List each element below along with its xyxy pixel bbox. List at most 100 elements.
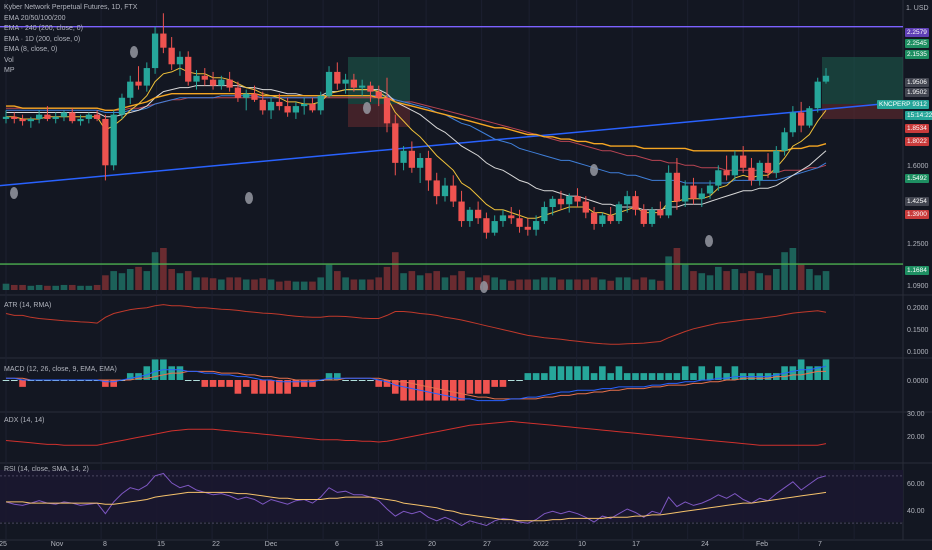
macd-histogram-bar (226, 380, 233, 387)
volume-bar (85, 285, 93, 290)
macd-histogram-bar (367, 380, 374, 381)
time-tick: 8 (103, 541, 107, 548)
macd-histogram-bar (466, 380, 474, 394)
candle-body (773, 150, 780, 173)
volume-bar (102, 275, 109, 290)
volume-bar (416, 275, 424, 290)
volume-bar (681, 264, 689, 290)
candle-body (524, 226, 531, 230)
adx-label[interactable]: ADX (14, 14) (4, 417, 45, 424)
candle-body (450, 185, 457, 202)
macd-histogram-bar (541, 373, 548, 380)
adx-tick: 20.00 (907, 434, 925, 441)
macd-histogram-bar (623, 373, 631, 380)
volume-bar (458, 271, 465, 290)
volume-bar (590, 277, 598, 290)
candle-body (276, 101, 283, 107)
candle-body (359, 85, 366, 88)
rsi-label[interactable]: RSI (14, close, SMA, 14, 2) (4, 466, 89, 473)
volume-bar (193, 277, 200, 290)
candle-body (690, 185, 697, 199)
time-tick: 25 (0, 541, 7, 548)
volume-bar (209, 278, 217, 290)
candle-body (624, 196, 631, 205)
macd-histogram-bar (673, 373, 681, 380)
indicator-volume[interactable]: Vol (4, 56, 14, 64)
indicator-mp[interactable]: MP (4, 67, 15, 74)
candle-body (416, 157, 424, 168)
volume-bar (433, 271, 441, 290)
candle-body (392, 123, 399, 163)
candle-body (599, 215, 606, 224)
pattern-marker (130, 46, 138, 58)
volume-bar (822, 271, 830, 290)
macd-histogram-bar (350, 380, 358, 381)
time-tick: 20 (428, 541, 436, 548)
volume-bar (176, 273, 184, 290)
price-tick: 1.2500 (907, 241, 929, 248)
volume-bar (408, 271, 416, 290)
candle-body (226, 79, 233, 88)
macd-histogram-bar (690, 373, 697, 380)
candle-body (781, 132, 788, 151)
macd-histogram-bar (574, 366, 581, 380)
chart-title: Kyber Network Perpetual Futures, 1D, FTX (4, 4, 138, 11)
indicator-ema-8[interactable]: EMA (8, close, 0) (4, 46, 58, 53)
price-tag: 1.4254 (905, 197, 929, 206)
candle-body (375, 91, 382, 98)
volume-bar (334, 271, 341, 290)
candle-body (648, 209, 656, 224)
volume-bar (507, 280, 515, 290)
rsi-tick: 40.00 (907, 508, 925, 515)
candle-body (110, 114, 117, 166)
atr-tick: 0.1000 (907, 349, 929, 356)
volume-bar (309, 281, 316, 290)
volume-bar (52, 285, 60, 290)
macd-histogram-bar (325, 373, 333, 380)
macd-label[interactable]: MACD (12, 26, close, 9, EMA, EMA) (4, 366, 117, 373)
candle-body (160, 33, 167, 48)
main-legend: Kyber Network Perpetual Futures, 1D, FTX… (4, 3, 137, 77)
volume-bar (168, 269, 175, 290)
candle-body (234, 87, 242, 98)
atr-tick: 0.2000 (907, 305, 929, 312)
volume-bar (690, 271, 697, 290)
volume-bar (673, 248, 681, 290)
macd-histogram-bar (599, 366, 606, 380)
candle-body (309, 104, 316, 111)
price-tag: 1.1684 (905, 266, 929, 275)
volume-bar (632, 279, 639, 290)
position-box-loss (348, 104, 410, 127)
macd-histogram-bar (284, 380, 291, 394)
indicator-ema-ribbon[interactable]: EMA 20/50/100/200 (4, 14, 66, 22)
candle-body (367, 85, 374, 92)
candle-body (127, 81, 134, 98)
volume-bar (731, 269, 739, 290)
volume-bar (698, 273, 706, 290)
volume-bar (425, 273, 432, 290)
volume-bar (60, 284, 68, 290)
candle-body (176, 56, 184, 65)
macd-histogram-bar (201, 380, 209, 387)
atr-label[interactable]: ATR (14, RMA) (4, 302, 52, 309)
candle-body (731, 155, 739, 176)
candle-body (483, 218, 490, 233)
volume-bar (375, 277, 383, 290)
candle-body (334, 71, 341, 84)
volume-bar (110, 271, 117, 290)
pattern-marker (10, 187, 18, 199)
candle-body (251, 93, 258, 100)
price-tag: 1.9502 (905, 88, 929, 97)
candle-body (615, 204, 623, 222)
rsi-band (0, 470, 903, 522)
volume-bar (665, 256, 672, 290)
volume-bar (143, 271, 151, 290)
macd-tick: 0.0000 (907, 378, 929, 385)
macd-histogram-bar (342, 380, 349, 381)
candle-body (541, 207, 548, 222)
indicator-ema-1d[interactable]: EMA · 1D (200, close, 0) (4, 35, 81, 43)
indicator-ema-240[interactable]: EMA · 240 (200, close, 0) (4, 25, 83, 32)
macd-histogram-bar (400, 380, 407, 401)
time-tick: 22 (212, 541, 220, 548)
volume-bar (151, 252, 159, 290)
